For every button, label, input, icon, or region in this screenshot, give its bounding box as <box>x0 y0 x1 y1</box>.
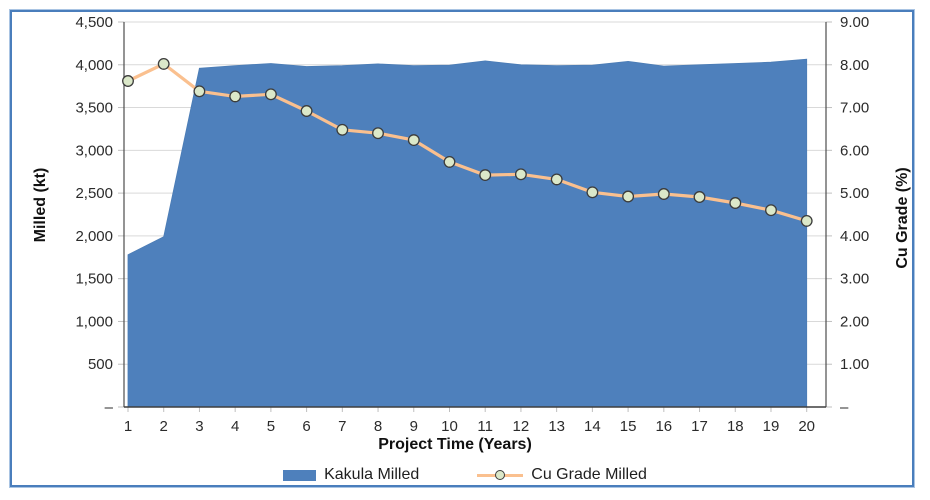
line-marker-swatch-icon <box>477 470 524 480</box>
svg-text:1,000: 1,000 <box>75 313 113 330</box>
cu-grade-line-series <box>126 62 809 223</box>
svg-text:1: 1 <box>124 418 132 435</box>
svg-text:8.00: 8.00 <box>840 57 869 74</box>
axis-ticks <box>118 21 832 412</box>
svg-text:10: 10 <box>441 418 458 435</box>
svg-text:13: 13 <box>548 418 565 435</box>
x-axis-title: Project Time (Years) <box>378 436 532 453</box>
svg-text:–: – <box>840 399 849 416</box>
y-axis-right-title: Cu Grade (%) <box>894 167 911 269</box>
svg-text:20: 20 <box>798 418 815 435</box>
svg-text:1,500: 1,500 <box>75 271 113 288</box>
svg-text:9: 9 <box>410 418 418 435</box>
svg-text:7.00: 7.00 <box>840 100 869 117</box>
legend-item-cu-grade: Cu Grade Milled <box>477 466 647 484</box>
svg-text:4,500: 4,500 <box>75 14 113 31</box>
svg-text:8: 8 <box>374 418 382 435</box>
svg-text:4: 4 <box>231 418 239 435</box>
svg-text:6: 6 <box>302 418 310 435</box>
y-axis-left-title: Milled (kt) <box>32 167 49 243</box>
svg-text:9.00: 9.00 <box>840 14 869 31</box>
x-axis-labels: 1 2 3 4 5 6 7 8 9 10 11 12 13 14 15 16 17 18 19 20 <box>124 418 815 435</box>
svg-text:14: 14 <box>584 418 601 435</box>
svg-text:7: 7 <box>338 418 346 435</box>
legend-label: Cu Grade Milled <box>531 466 647 483</box>
svg-text:4.00: 4.00 <box>840 228 869 245</box>
svg-text:15: 15 <box>620 418 637 435</box>
svg-text:3: 3 <box>195 418 203 435</box>
axis-lines <box>123 22 827 408</box>
legend-label: Kakula Milled <box>324 466 420 483</box>
svg-text:11: 11 <box>477 418 493 435</box>
svg-text:2: 2 <box>160 418 168 435</box>
area-swatch-icon <box>283 469 317 481</box>
y-axis-right-labels: – 1.00 2.00 3.00 4.00 5.00 6.00 7.00 8.00 9.00 <box>840 14 869 416</box>
svg-text:2,500: 2,500 <box>75 185 113 202</box>
svg-text:500: 500 <box>88 356 113 373</box>
legend-item-kakula-milled: Kakula Milled <box>283 466 419 484</box>
cu-grade-markers <box>122 57 813 227</box>
svg-text:18: 18 <box>727 418 744 435</box>
y-axis-left-labels: – 500 1,000 1,500 2,000 2,500 3,000 3,500 4,000 4… <box>75 14 113 416</box>
svg-text:–: – <box>105 399 114 416</box>
svg-text:5.00: 5.00 <box>840 185 869 202</box>
svg-text:2.00: 2.00 <box>840 313 869 330</box>
svg-text:4,000: 4,000 <box>75 57 113 74</box>
svg-text:12: 12 <box>513 418 530 435</box>
svg-text:19: 19 <box>763 418 780 435</box>
svg-text:6.00: 6.00 <box>840 142 869 159</box>
svg-text:3.00: 3.00 <box>840 271 869 288</box>
svg-text:2,000: 2,000 <box>75 228 113 245</box>
svg-text:17: 17 <box>691 418 708 435</box>
milled-area-series <box>127 58 808 408</box>
svg-text:16: 16 <box>655 418 672 435</box>
svg-text:3,500: 3,500 <box>75 100 113 117</box>
svg-text:1.00: 1.00 <box>840 356 869 373</box>
legend: Kakula Milled Cu Grade Milled <box>0 465 930 485</box>
svg-text:5: 5 <box>267 418 275 435</box>
svg-text:3,000: 3,000 <box>75 142 113 159</box>
